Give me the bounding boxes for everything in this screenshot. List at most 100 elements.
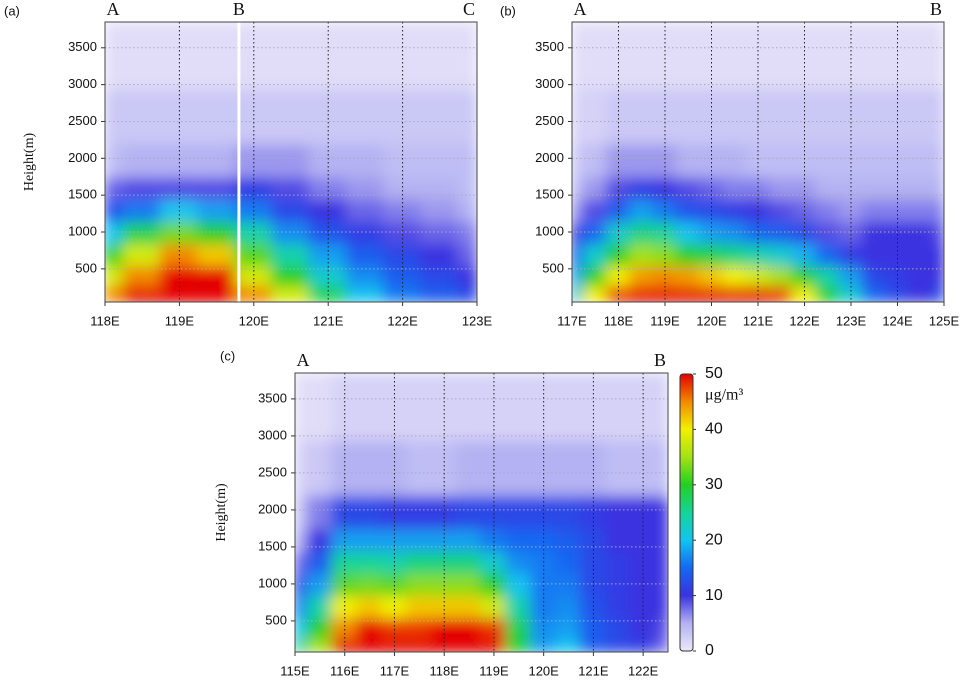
heat-cell (295, 616, 309, 639)
heat-cell (308, 197, 348, 222)
heat-cell (555, 636, 582, 652)
x-tick-label: 121E (578, 663, 609, 678)
heat-cell (295, 494, 309, 530)
heat-cell (455, 438, 483, 497)
x-tick-label: 118E (429, 663, 459, 678)
heat-cell (582, 284, 608, 302)
heat-cell (159, 197, 199, 222)
y-tick-label: 3500 (535, 39, 564, 54)
heat-cell (105, 219, 125, 245)
heat-cell (861, 264, 887, 287)
x-tick-label: 117E (557, 313, 587, 328)
heat-cell (356, 549, 384, 574)
heat-cell (306, 527, 334, 552)
heat-cell (582, 22, 608, 90)
heat-cell (884, 284, 911, 302)
heat-cell (383, 197, 423, 222)
heatmap-area (105, 22, 477, 302)
heat-cell (271, 264, 311, 287)
heat-cell (572, 142, 585, 178)
x-tick-label: 123E (462, 313, 493, 328)
y-tick-label: 1500 (68, 187, 97, 202)
heat-cell (455, 494, 483, 530)
heat-cell (654, 438, 668, 497)
heat-cell (815, 197, 841, 222)
heat-cell (629, 175, 655, 200)
heat-cell (791, 175, 818, 200)
heat-cell (745, 197, 771, 222)
heat-cell (271, 87, 311, 145)
heat-cell (383, 219, 423, 245)
heat-cell (331, 494, 359, 530)
heat-cell (838, 284, 864, 302)
heat-cell (582, 219, 608, 245)
heat-cell (306, 438, 334, 497)
heat-cell (768, 264, 794, 287)
heat-cell (105, 242, 125, 267)
heat-cell (381, 616, 408, 639)
heat-cell (345, 175, 385, 200)
x-tick-label: 120E (696, 313, 727, 328)
heat-cell (530, 494, 558, 530)
heat-cell (722, 242, 748, 267)
heat-cell (931, 87, 944, 145)
heat-cell (405, 527, 433, 552)
heat-cell (605, 197, 632, 222)
plot-frame (294, 372, 669, 653)
heat-cell (420, 87, 460, 145)
heat-cell (356, 494, 384, 530)
heat-cell (306, 616, 334, 639)
heat-cell (815, 87, 841, 145)
heat-cell (698, 284, 725, 302)
heat-cell (884, 197, 911, 222)
heat-cell (420, 197, 460, 222)
y-tick-label: 2500 (258, 464, 287, 479)
y-tick-label: 2000 (68, 150, 97, 165)
heat-cell (654, 527, 668, 552)
heat-cell (505, 494, 533, 530)
heat-cell (455, 636, 483, 652)
heat-cell (480, 636, 508, 652)
x-tick-label: 122E (628, 663, 659, 678)
heat-cell (629, 616, 657, 639)
heat-cell (815, 242, 841, 267)
heat-cell (629, 284, 655, 302)
heat-cell (271, 242, 311, 267)
heat-cell (381, 438, 408, 497)
panel-label: (c) (220, 348, 235, 363)
heat-cell (197, 142, 237, 178)
heat-cell (530, 616, 558, 639)
heat-cell (791, 197, 818, 222)
heat-cell (815, 142, 841, 178)
heat-cell (331, 438, 359, 497)
heat-cell (861, 197, 887, 222)
colorbar-tick-label: 20 (705, 531, 723, 548)
heat-cell (457, 242, 477, 267)
section-label: B (654, 350, 666, 370)
y-tick-label: 2000 (258, 501, 287, 516)
section-label: A (107, 0, 120, 19)
heat-cell (345, 264, 385, 287)
heat-cell (579, 527, 607, 552)
heat-cell (815, 284, 841, 302)
heat-cell (654, 616, 668, 639)
heat-cell (306, 373, 334, 441)
heat-cell (768, 197, 794, 222)
heat-cell (579, 616, 607, 639)
heat-cell (572, 22, 585, 90)
heat-cell (530, 438, 558, 497)
heat-cell (555, 527, 582, 552)
y-axis-title: Height(m) (214, 483, 229, 542)
heat-cell (838, 219, 864, 245)
heat-cell (122, 22, 162, 90)
colorbar-unit: μg/m³ (705, 387, 743, 404)
heat-cell (105, 22, 125, 90)
heat-cell (197, 242, 237, 267)
heat-cell (420, 284, 460, 302)
x-tick-label: 119E (165, 313, 195, 328)
heat-cell (105, 87, 125, 145)
heat-cell (768, 87, 794, 145)
heat-cell (698, 175, 725, 200)
section-label: B (930, 0, 942, 19)
heat-cell (582, 264, 608, 287)
